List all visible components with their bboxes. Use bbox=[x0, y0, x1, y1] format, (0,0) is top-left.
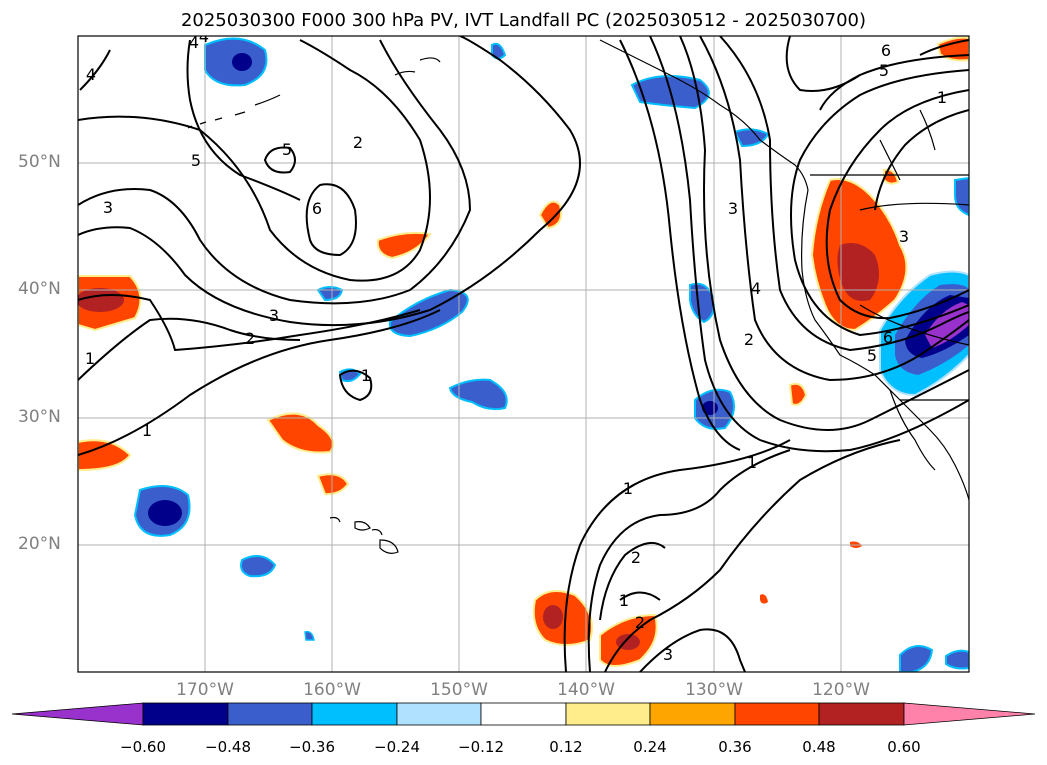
contour-label: 5 bbox=[282, 140, 292, 159]
lon-label-130w: 130°W bbox=[685, 680, 743, 700]
colorbar-tick-label: 0.24 bbox=[633, 738, 667, 756]
negative-anomaly bbox=[448, 378, 508, 411]
lat-label-20n: 20°N bbox=[18, 534, 61, 554]
contour-label: 3 bbox=[728, 199, 738, 218]
colorbar-segment bbox=[396, 702, 482, 726]
colorbar-tick-label: −0.12 bbox=[458, 738, 504, 756]
contour-label: 2 bbox=[635, 613, 645, 632]
contour-label: 6 bbox=[883, 328, 893, 347]
lat-label-40n: 40°N bbox=[18, 279, 61, 299]
colorbar-tick-label: −0.48 bbox=[205, 738, 251, 756]
negative-anomaly bbox=[240, 555, 277, 578]
gridlines bbox=[78, 36, 969, 672]
contour-label: 6 bbox=[312, 199, 322, 218]
negative-anomaly bbox=[689, 282, 715, 324]
pv-contours bbox=[78, 36, 969, 672]
lat-label-30n: 30°N bbox=[18, 407, 61, 427]
contour-label: 6 bbox=[881, 41, 891, 60]
contour-labels: 4 4 5 5 6 3 3 2 1 1 1 2 6 5 1 3 4 2 5 6 … bbox=[85, 27, 947, 664]
colorbar-segment bbox=[818, 702, 905, 726]
lon-label-140w: 140°W bbox=[557, 680, 615, 700]
contour-label: 1 bbox=[142, 421, 152, 440]
colorbar-min-extension bbox=[11, 702, 144, 726]
lat-label-50n: 50°N bbox=[18, 152, 61, 172]
positive-anomaly bbox=[538, 200, 563, 230]
positive-anomaly bbox=[760, 594, 768, 604]
map-frame bbox=[77, 35, 970, 673]
colorbar-tick-label: 0.60 bbox=[887, 738, 921, 756]
colorbar-segment bbox=[480, 702, 567, 726]
contour-label: 4 bbox=[199, 27, 209, 46]
contour-label: 2 bbox=[744, 330, 754, 349]
colorbar-tick-label: −0.36 bbox=[289, 738, 335, 756]
colorbar-tick-label: 0.48 bbox=[802, 738, 836, 756]
contour-label: 5 bbox=[879, 61, 889, 80]
contour-label: 5 bbox=[191, 151, 201, 170]
coastlines bbox=[599, 39, 969, 501]
positive-anomaly bbox=[316, 473, 350, 496]
negative-anomaly-core bbox=[148, 500, 182, 526]
contour-label: 2 bbox=[631, 548, 641, 567]
islands bbox=[187, 57, 441, 554]
positive-anomaly bbox=[788, 382, 808, 406]
contour-label: 3 bbox=[899, 227, 909, 246]
positive-anomaly-core bbox=[78, 288, 124, 312]
contour-label: 3 bbox=[269, 306, 279, 325]
colorbar-tick-label: −0.60 bbox=[120, 738, 166, 756]
lon-label-170w: 170°W bbox=[176, 680, 234, 700]
contour-label: 1 bbox=[361, 366, 371, 385]
positive-anomaly bbox=[78, 439, 132, 472]
pv-anomaly-fills bbox=[78, 36, 969, 672]
negative-anomaly bbox=[945, 649, 969, 670]
contour-label: 1 bbox=[937, 88, 947, 107]
colorbar-segment bbox=[142, 702, 229, 726]
colorbar-segment bbox=[227, 702, 313, 726]
colorbar-segment bbox=[565, 702, 651, 726]
negative-anomaly bbox=[899, 645, 934, 672]
colorbar-segment bbox=[311, 702, 398, 726]
negative-anomaly bbox=[388, 288, 469, 338]
colorbar-segment bbox=[649, 702, 736, 726]
negative-anomaly-core bbox=[232, 53, 252, 71]
contour-label: 1 bbox=[85, 349, 95, 368]
contour-label: 4 bbox=[189, 33, 199, 52]
contour-label: 3 bbox=[103, 198, 113, 217]
contour-label: 3 bbox=[663, 645, 673, 664]
negative-anomaly bbox=[304, 630, 315, 641]
positive-anomaly-core bbox=[837, 242, 879, 301]
contour-label: 4 bbox=[751, 279, 761, 298]
colorbar-tick-label: 0.12 bbox=[549, 738, 583, 756]
colorbar-segment bbox=[734, 702, 820, 726]
positive-anomaly-core bbox=[543, 605, 563, 629]
contour-label: 1 bbox=[747, 453, 757, 472]
lon-label-160w: 160°W bbox=[303, 680, 361, 700]
map-plot-area: 4 4 5 5 6 3 3 2 1 1 1 2 6 5 1 3 4 2 5 6 … bbox=[78, 27, 969, 672]
contour-label: 1 bbox=[623, 479, 633, 498]
contour-label: 2 bbox=[353, 133, 363, 152]
colorbar bbox=[11, 702, 1036, 726]
contour-label: 5 bbox=[867, 346, 877, 365]
contour-label: 2 bbox=[245, 329, 255, 348]
lon-label-150w: 150°W bbox=[430, 680, 488, 700]
map-title: 2025030300 F000 300 hPa PV, IVT Landfall… bbox=[180, 10, 867, 31]
positive-anomaly bbox=[376, 231, 432, 260]
contour-label: 1 bbox=[619, 591, 629, 610]
lon-label-120w: 120°W bbox=[812, 680, 870, 700]
contour-label: 4 bbox=[86, 65, 96, 84]
colorbar-tick-label: 0.36 bbox=[718, 738, 752, 756]
colorbar-tick-label: −0.24 bbox=[374, 738, 420, 756]
colorbar-max-extension bbox=[903, 702, 1036, 726]
